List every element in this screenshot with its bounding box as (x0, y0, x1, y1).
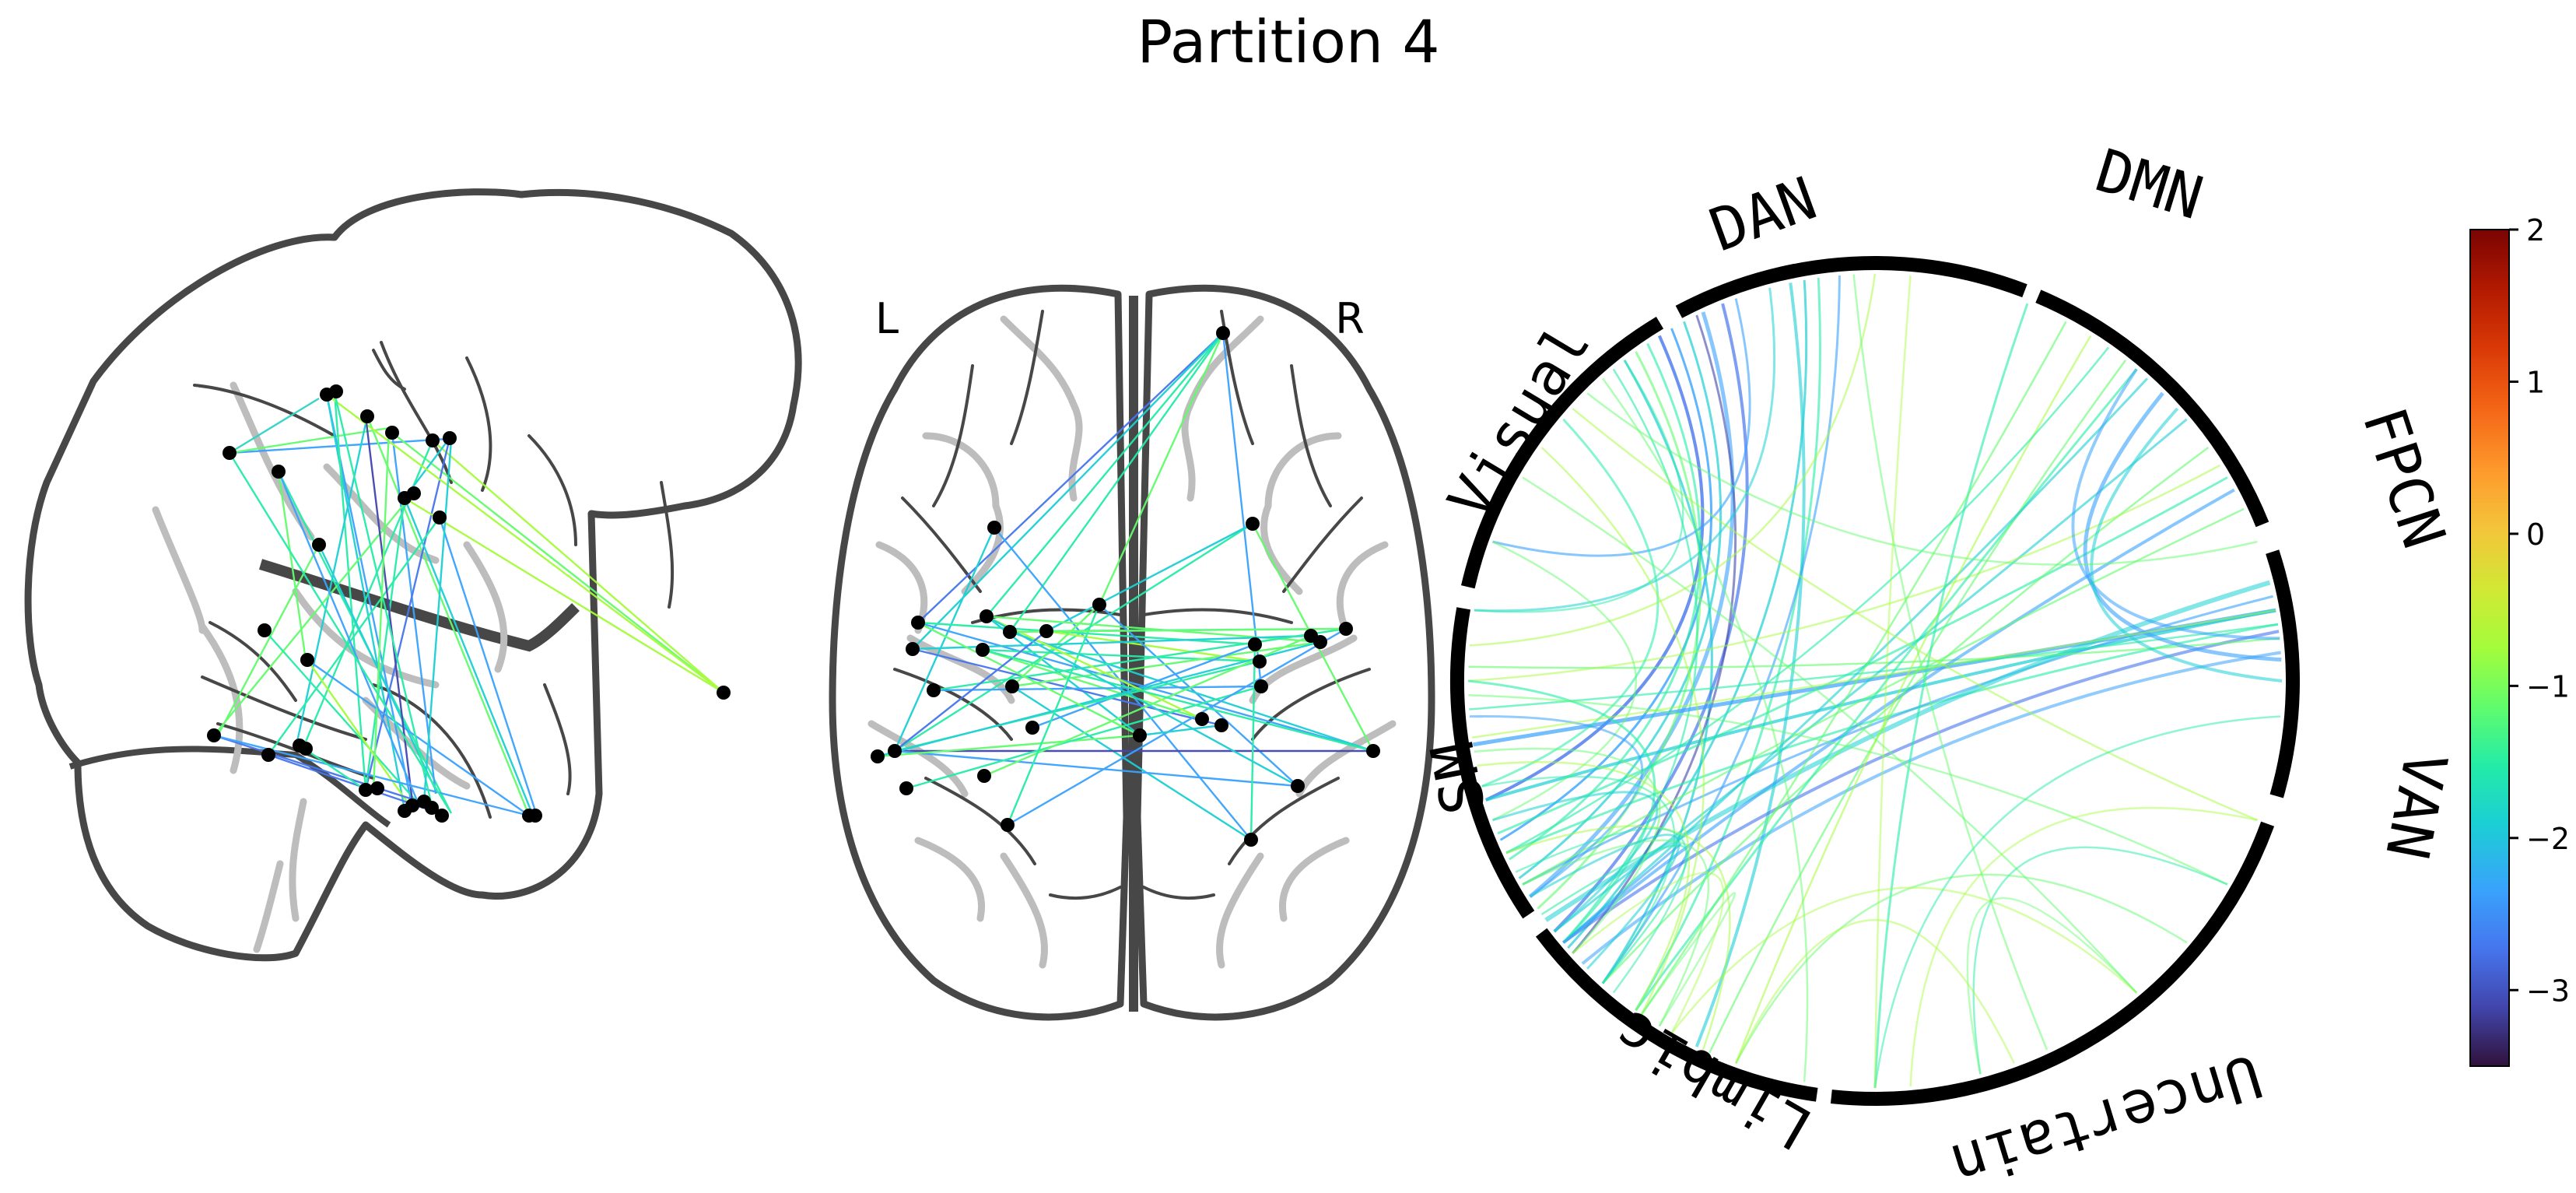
colorbar-tick-label: 0 (2526, 518, 2545, 552)
chord-ring (1457, 263, 2293, 1099)
network-label-fpcn: FPCN (2350, 399, 2459, 556)
network-label-sm: SM (1418, 737, 1499, 820)
sagittal-brain-view (28, 192, 798, 958)
network-label-visual: Visual (1434, 312, 1603, 531)
colorbar-tick-label: 1 (2526, 365, 2545, 399)
axial-right-label: R (1335, 294, 1365, 343)
chord-links (1468, 274, 2282, 1088)
chord-link (1672, 888, 2137, 1033)
sagittal-brain-outline (28, 192, 798, 958)
axial-brain-view: L R (832, 288, 1432, 1017)
chord-diagram: DMN FPCN VAN Uncertain Limbic SM Visual … (1418, 135, 2461, 1193)
colorbar-tick-label: 2 (2526, 213, 2545, 247)
network-label-dmn: DMN (2088, 135, 2210, 233)
ring-arc-van (2273, 552, 2293, 796)
colorbar: 2 1 0 −1 −2 −3 (2470, 213, 2570, 1066)
colorbar-ticks: 2 1 0 −1 −2 −3 (2509, 213, 2570, 1008)
network-label-uncertain: Uncertain (1943, 1041, 2270, 1193)
colorbar-tick-label: −1 (2526, 669, 2570, 704)
colorbar-gradient (2470, 230, 2509, 1066)
chord-link (1875, 717, 2280, 1088)
chord-link (1468, 465, 2220, 681)
figure-title: Partition 4 (1137, 7, 1439, 76)
network-label-dan: DAN (1701, 163, 1824, 265)
chord-link (1493, 542, 1636, 820)
network-label-van: VAN (2372, 746, 2461, 865)
sagittal-cerebellum-line (70, 749, 389, 826)
chord-link (1968, 898, 2136, 1074)
ring-arc-dmn (1781, 263, 2024, 291)
sagittal-sulci-gray (156, 385, 504, 949)
colorbar-tick-label: −2 (2526, 822, 2570, 856)
axial-left-label: L (875, 294, 899, 343)
colorbar-tick-label: −3 (2526, 974, 2570, 1008)
